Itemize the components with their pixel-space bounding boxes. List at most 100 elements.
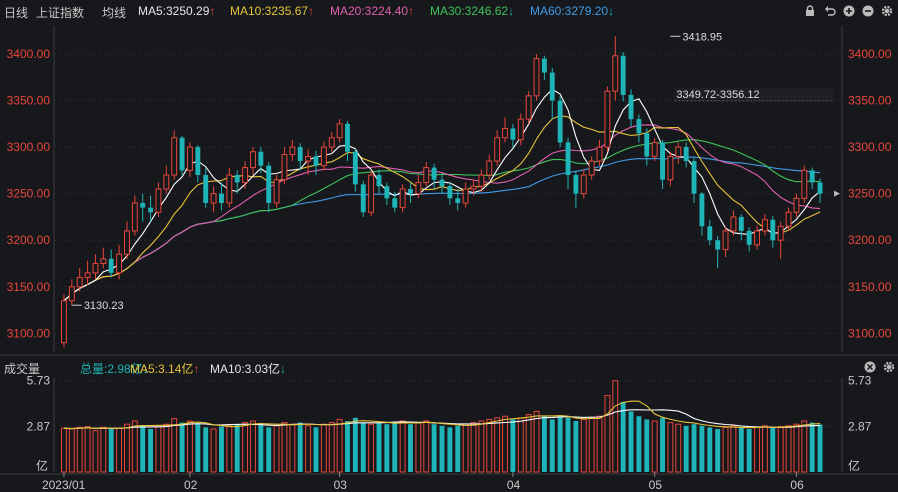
candle-body-down (746, 230, 752, 245)
lock-icon[interactable] (804, 5, 816, 17)
volume-bar-up (423, 420, 430, 473)
volume-bar-up (210, 428, 217, 473)
candle-body-down (770, 219, 776, 241)
price-tick-label-left: 3100.00 (7, 326, 51, 340)
candle-body-up (596, 146, 603, 162)
high-annotation: 3418.95 (682, 31, 722, 43)
candle-body-down (352, 151, 358, 185)
volume-bar-up (525, 414, 532, 473)
zoom-out-icon[interactable] (862, 5, 874, 17)
volume-unit-right: 亿 (848, 458, 860, 473)
volume-bar-up (281, 422, 288, 473)
candle-body-up (722, 230, 729, 251)
index-name: 上证指数 (36, 6, 85, 20)
period-label[interactable]: 日线 (4, 6, 29, 20)
zoom-in-icon[interactable] (843, 5, 855, 17)
volume-bar-up (92, 430, 99, 473)
volume-bar-down (565, 417, 571, 472)
undo-icon[interactable] (824, 5, 836, 17)
volume-bar-down (683, 425, 689, 472)
volume-bar-down (439, 425, 445, 472)
candle-body-down (203, 175, 209, 203)
volume-bar-down (691, 424, 697, 472)
candle-body-up (68, 286, 75, 302)
candle-body-up (131, 202, 138, 232)
volume-bar-down (628, 411, 634, 472)
volume-bar-up (502, 415, 508, 473)
volume-bar-up (131, 420, 138, 473)
volume-bar-up (250, 420, 256, 473)
price-tick-label-left: 3300.00 (7, 140, 51, 154)
volume-header: 成交量 总量:2.98亿↓ MA5:3.14亿↑ MA10:3.03亿↓ (0, 358, 898, 376)
candle-body-down (683, 147, 689, 162)
candle-body-up (604, 90, 611, 148)
candle-body-down (455, 198, 461, 203)
current-price-pointer (834, 190, 840, 197)
volume-bar-down (699, 425, 705, 472)
volume-bar-up (761, 425, 768, 473)
candle-body-down (313, 156, 319, 166)
candle-body-down (573, 175, 579, 194)
settings-gear-icon[interactable] (881, 5, 893, 17)
candle-body-up (525, 95, 532, 120)
volume-bar-down (636, 416, 642, 472)
volume-ma5: MA5:3.14亿↑ (130, 362, 200, 376)
candle-body-up (415, 181, 422, 195)
volume-bar-up (486, 418, 493, 473)
price-tick-label-right: 3350.00 (848, 94, 892, 108)
volume-bar-up (612, 380, 619, 473)
candle-body-up (399, 188, 406, 209)
volume-bar-up (328, 422, 335, 473)
volume-bar-down (715, 428, 721, 472)
volume-bar-up (155, 426, 162, 473)
volume-bar-down (266, 427, 272, 472)
price-tick-label-left: 3250.00 (7, 187, 51, 201)
volume-bar-up (793, 423, 800, 473)
volume-bar-down (770, 427, 776, 472)
candle-body-down (384, 186, 390, 199)
volume-bar-down (195, 424, 201, 472)
price-tick-label-right: 3400.00 (848, 47, 892, 61)
candle-body-down (809, 170, 815, 183)
volume-bar-up (470, 422, 477, 473)
volume-bar-down (746, 428, 752, 472)
volume-bar-up (801, 420, 808, 473)
x-tick-label: 2023/01 (42, 478, 86, 492)
candle-body-down (738, 216, 744, 231)
volume-bar-up (76, 426, 83, 473)
volume-tick-label-left: 2.87 (27, 419, 51, 433)
ma20-line (63, 124, 821, 302)
price-tick-label-left: 3350.00 (7, 94, 51, 108)
ma60-value: MA60:3279.20↓ (530, 4, 615, 18)
line-type-label[interactable]: 均线 (102, 6, 127, 20)
volume-bar-down (297, 422, 303, 472)
price-tick-label-left: 3150.00 (7, 280, 51, 294)
candle-body-up (155, 188, 162, 213)
volume-bar-down (644, 419, 650, 472)
volume-bar-down (557, 416, 563, 472)
low-annotation: 3130.23 (84, 300, 124, 312)
x-tick-label: 03 (334, 478, 348, 492)
volume-title: 成交量 (4, 362, 41, 376)
candle-body-down (234, 175, 240, 183)
candle-body-down (447, 186, 453, 199)
volume-bar-up (368, 423, 375, 473)
volume-bar-up (777, 426, 784, 473)
volume-bar-up (116, 427, 123, 473)
close-volume-icon[interactable] (864, 361, 876, 373)
candle-body-down (644, 133, 650, 157)
volume-bar-up (84, 426, 91, 473)
x-tick-label: 05 (649, 478, 663, 492)
volume-tick-label-left: 5.73 (27, 374, 51, 388)
candle-body-up (785, 211, 792, 227)
volume-tick-label-right: 2.87 (848, 419, 872, 433)
price-tick-label-right: 3300.00 (848, 140, 892, 154)
volume-settings-icon[interactable] (883, 361, 895, 373)
volume-bar-down (313, 427, 319, 472)
volume-bar-up (163, 423, 170, 473)
price-tick-label-left: 3200.00 (7, 233, 51, 247)
candle-body-down (510, 128, 516, 140)
candle-body-up (60, 300, 67, 344)
candle-body-up (580, 174, 587, 195)
